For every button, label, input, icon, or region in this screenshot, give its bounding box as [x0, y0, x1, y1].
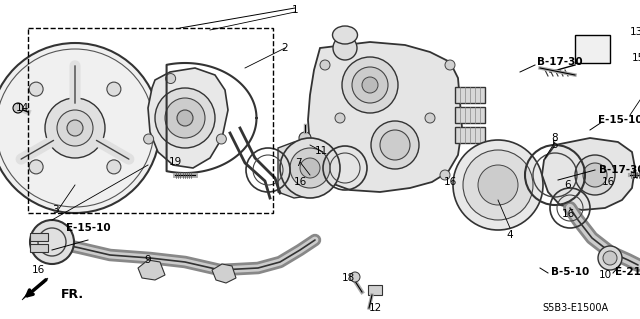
Text: E-15-10: E-15-10: [598, 115, 640, 125]
Bar: [30, 244, 48, 252]
Circle shape: [440, 170, 450, 180]
Text: 18: 18: [341, 273, 355, 283]
Circle shape: [290, 148, 330, 188]
Circle shape: [350, 272, 360, 282]
Circle shape: [445, 60, 455, 70]
Circle shape: [13, 103, 23, 113]
Text: 16: 16: [293, 177, 307, 187]
Text: 13: 13: [629, 27, 640, 37]
Circle shape: [583, 163, 607, 187]
Polygon shape: [308, 42, 462, 192]
Text: E-15-10: E-15-10: [66, 223, 110, 233]
Circle shape: [575, 155, 615, 195]
Text: 14: 14: [15, 103, 29, 113]
Bar: [368, 285, 382, 295]
Text: 2: 2: [282, 43, 288, 53]
Bar: [455, 127, 485, 143]
Polygon shape: [22, 278, 48, 300]
Circle shape: [453, 140, 543, 230]
Text: 11: 11: [314, 146, 328, 156]
Text: E-21: E-21: [615, 267, 640, 277]
Circle shape: [107, 82, 121, 96]
Circle shape: [335, 113, 345, 123]
Polygon shape: [278, 140, 312, 198]
Circle shape: [320, 60, 330, 70]
Circle shape: [30, 220, 74, 264]
Polygon shape: [138, 260, 165, 280]
Text: B-17-30: B-17-30: [599, 165, 640, 175]
Polygon shape: [542, 138, 635, 210]
Circle shape: [342, 57, 398, 113]
Bar: [30, 233, 48, 241]
Circle shape: [155, 88, 215, 148]
Circle shape: [603, 251, 617, 265]
Circle shape: [165, 98, 205, 138]
Ellipse shape: [333, 26, 358, 44]
Circle shape: [216, 134, 227, 144]
Circle shape: [478, 165, 518, 205]
Circle shape: [67, 120, 83, 136]
Text: 7: 7: [294, 158, 301, 168]
Circle shape: [166, 74, 175, 84]
Circle shape: [57, 110, 93, 146]
Circle shape: [143, 134, 154, 144]
Circle shape: [29, 82, 43, 96]
Circle shape: [333, 36, 357, 60]
Circle shape: [29, 160, 43, 174]
Text: 19: 19: [168, 157, 182, 167]
Polygon shape: [212, 264, 236, 283]
Circle shape: [463, 150, 533, 220]
Text: FR.: FR.: [60, 288, 84, 301]
Text: 15: 15: [632, 53, 640, 63]
Text: B-17-30: B-17-30: [537, 57, 583, 67]
Circle shape: [0, 43, 160, 213]
Text: 17: 17: [632, 170, 640, 180]
Circle shape: [45, 98, 105, 158]
Bar: [455, 107, 485, 123]
Text: S5B3-E1500A: S5B3-E1500A: [542, 303, 608, 313]
Text: 3: 3: [52, 205, 58, 215]
Circle shape: [320, 170, 330, 180]
Text: 5: 5: [552, 140, 558, 150]
Text: 9: 9: [145, 255, 151, 265]
Circle shape: [598, 246, 622, 270]
Text: 1: 1: [292, 5, 298, 15]
Text: 12: 12: [369, 303, 381, 313]
Bar: [455, 87, 485, 103]
Circle shape: [107, 160, 121, 174]
Text: 4: 4: [507, 230, 513, 240]
Circle shape: [299, 132, 311, 144]
Polygon shape: [148, 68, 228, 168]
Text: 16: 16: [444, 177, 456, 187]
Bar: [575, 35, 610, 63]
Text: B-5-10: B-5-10: [551, 267, 589, 277]
Text: 16: 16: [31, 265, 45, 275]
Text: 16: 16: [561, 209, 575, 219]
Circle shape: [352, 67, 388, 103]
Circle shape: [300, 158, 320, 178]
Text: 6: 6: [564, 180, 572, 190]
Circle shape: [371, 121, 419, 169]
Bar: [28, 28, 273, 213]
Circle shape: [362, 77, 378, 93]
Circle shape: [380, 130, 410, 160]
Circle shape: [280, 138, 340, 198]
Circle shape: [177, 110, 193, 126]
Text: 8: 8: [552, 133, 558, 143]
Text: 16: 16: [602, 177, 614, 187]
Circle shape: [425, 113, 435, 123]
Text: 10: 10: [598, 270, 612, 280]
